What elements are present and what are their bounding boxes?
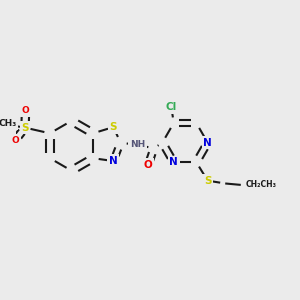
Text: S: S [110, 122, 117, 132]
Text: NH: NH [130, 140, 145, 149]
Text: N: N [203, 138, 212, 148]
Text: N: N [109, 156, 118, 166]
Text: Cl: Cl [166, 103, 177, 112]
Text: N: N [169, 157, 178, 167]
Text: S: S [21, 123, 29, 133]
Text: O: O [11, 136, 19, 145]
Text: CH₂CH₃: CH₂CH₃ [246, 180, 277, 189]
Text: CH₃: CH₃ [0, 119, 16, 128]
Text: O: O [144, 160, 153, 170]
Text: O: O [22, 106, 29, 115]
Text: S: S [204, 176, 212, 186]
